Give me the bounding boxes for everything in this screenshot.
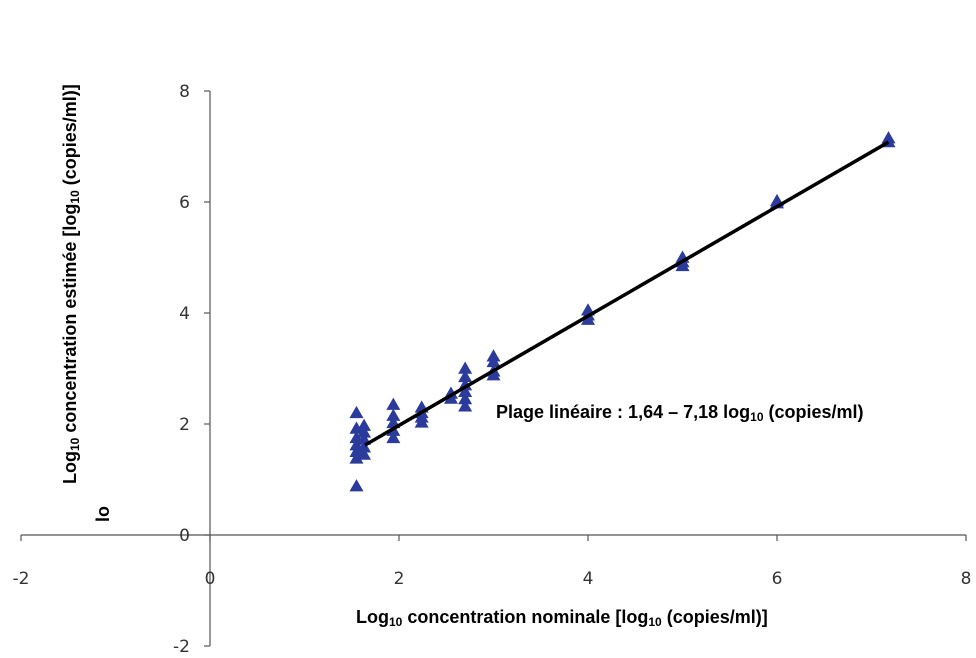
data-point [349,444,364,457]
xlabel-part-1: 10 [389,615,403,629]
annotation-part-1: 10 [750,410,764,424]
data-point [458,361,473,374]
annotation-part-2: (copies/ml) [764,402,864,422]
ylabel-part-4: (copies/ml)] [60,84,80,190]
annotation-part-0: Plage linéaire : 1,64 – 7,18 log [496,402,750,422]
ylabel-part-0: Log [60,451,80,484]
xlabel-part-2: concentration nominale [log [402,607,648,627]
y-axis-title: Log10 concentration estimée [log10 (copi… [60,84,82,484]
axes [20,90,967,647]
ylabel-part-1: 10 [68,437,82,451]
fit-line-group [364,140,890,447]
data-point [386,397,401,410]
data-point [458,399,473,412]
fit-line [364,140,890,447]
data-point [349,405,364,419]
data-point [881,131,896,144]
data-point [357,440,372,453]
data-point [357,425,372,438]
xlabel-part-3: 10 [648,615,662,629]
data-point [357,418,372,431]
stray-mark: lo [93,506,113,522]
data-point [349,479,364,492]
tick-labels: -2 0 2 4 6 8 -2 0 2 4 6 8 [13,82,972,657]
x-tick-label: 4 [583,569,594,589]
x-tick-label: 0 [205,569,216,589]
data-point [357,447,372,460]
xlabel-part-0: Log [356,607,389,627]
data-point [349,451,364,464]
y-tick-label: 0 [179,526,190,546]
x-tick-label: 8 [961,569,972,589]
data-point [486,349,501,362]
y-tick-label: 4 [179,304,190,324]
x-tick-label: 2 [394,569,405,589]
data-point [458,392,473,405]
x-tick-label: 6 [772,569,783,589]
data-points [349,131,896,492]
ylabel-part-3: 10 [68,190,82,204]
data-point [386,430,401,444]
linear-range-annotation: Plage linéaire : 1,64 – 7,18 log10 (copi… [496,402,864,424]
y-tick-label: 6 [179,193,190,213]
y-tick-label: -2 [173,637,190,657]
ylabel-part-2: concentration estimée [log [60,204,80,438]
x-axis-title: Log10 concentration nominale [log10 (cop… [356,607,768,629]
data-point [386,408,401,421]
y-tick-label: 2 [179,415,190,435]
y-tick-label: 8 [179,82,190,102]
data-point [458,384,473,398]
data-point [349,438,364,451]
data-point [458,369,473,383]
x-tick-label: -2 [13,569,30,589]
xlabel-part-4: (copies/ml)] [662,607,768,627]
